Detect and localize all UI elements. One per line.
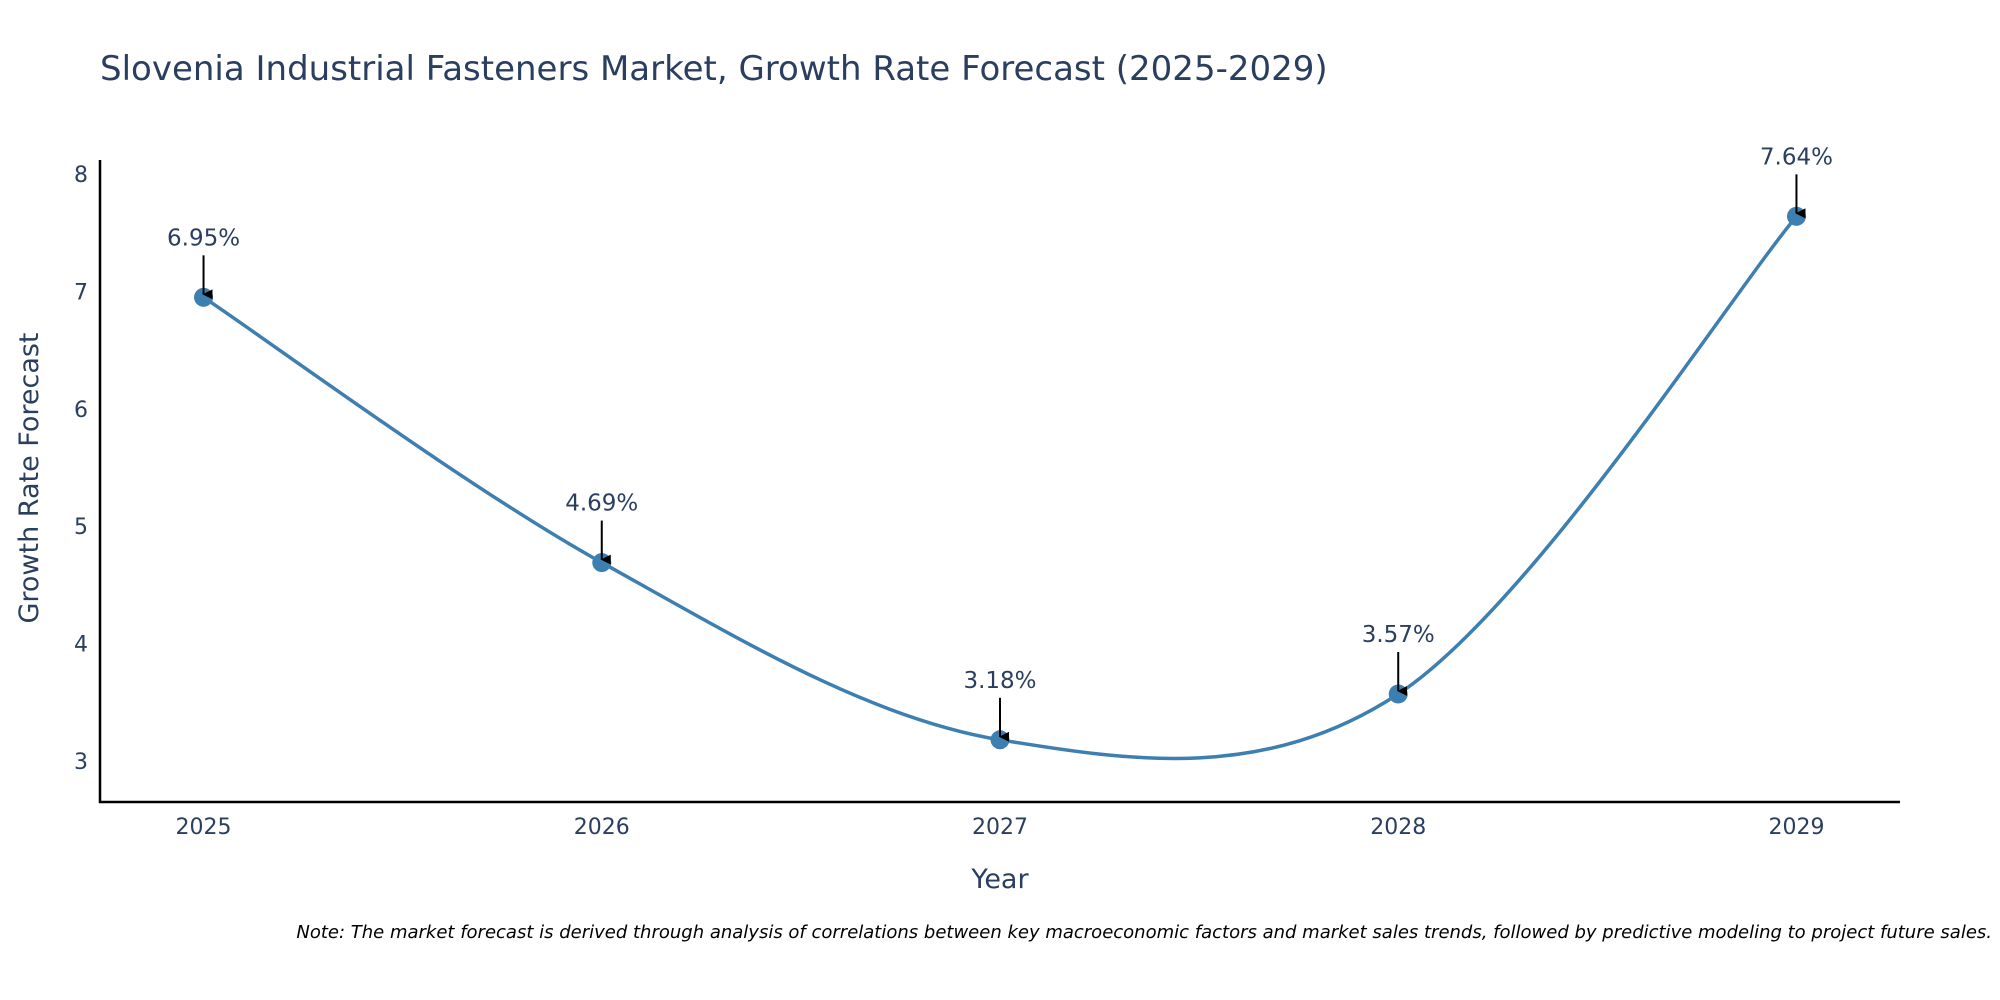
- data-label: 3.18%: [963, 668, 1036, 694]
- x-tick-label: 2029: [1768, 815, 1824, 840]
- x-tick-label: 2025: [176, 815, 232, 840]
- y-axis-title: Growth Rate Forecast: [14, 332, 45, 623]
- data-label: 6.95%: [167, 225, 240, 251]
- footnote: Note: The market forecast is derived thr…: [296, 922, 1992, 943]
- y-tick-label: 5: [74, 515, 88, 540]
- x-axis-title: Year: [970, 864, 1029, 895]
- y-tick-label: 7: [74, 280, 88, 305]
- x-tick-label: 2026: [574, 815, 630, 840]
- x-tick-label: 2027: [972, 815, 1028, 840]
- chart-title: Slovenia Industrial Fasteners Market, Gr…: [100, 49, 1328, 89]
- y-tick-label: 6: [74, 398, 88, 423]
- x-tick-label: 2028: [1370, 815, 1426, 840]
- data-label: 4.69%: [565, 491, 638, 517]
- series-line: [202, 215, 1798, 761]
- y-tick-label: 4: [74, 633, 88, 658]
- y-tick-label: 3: [74, 750, 88, 775]
- data-label: 7.64%: [1760, 144, 1833, 170]
- y-tick-label: 8: [74, 163, 88, 188]
- data-label: 3.57%: [1362, 622, 1435, 648]
